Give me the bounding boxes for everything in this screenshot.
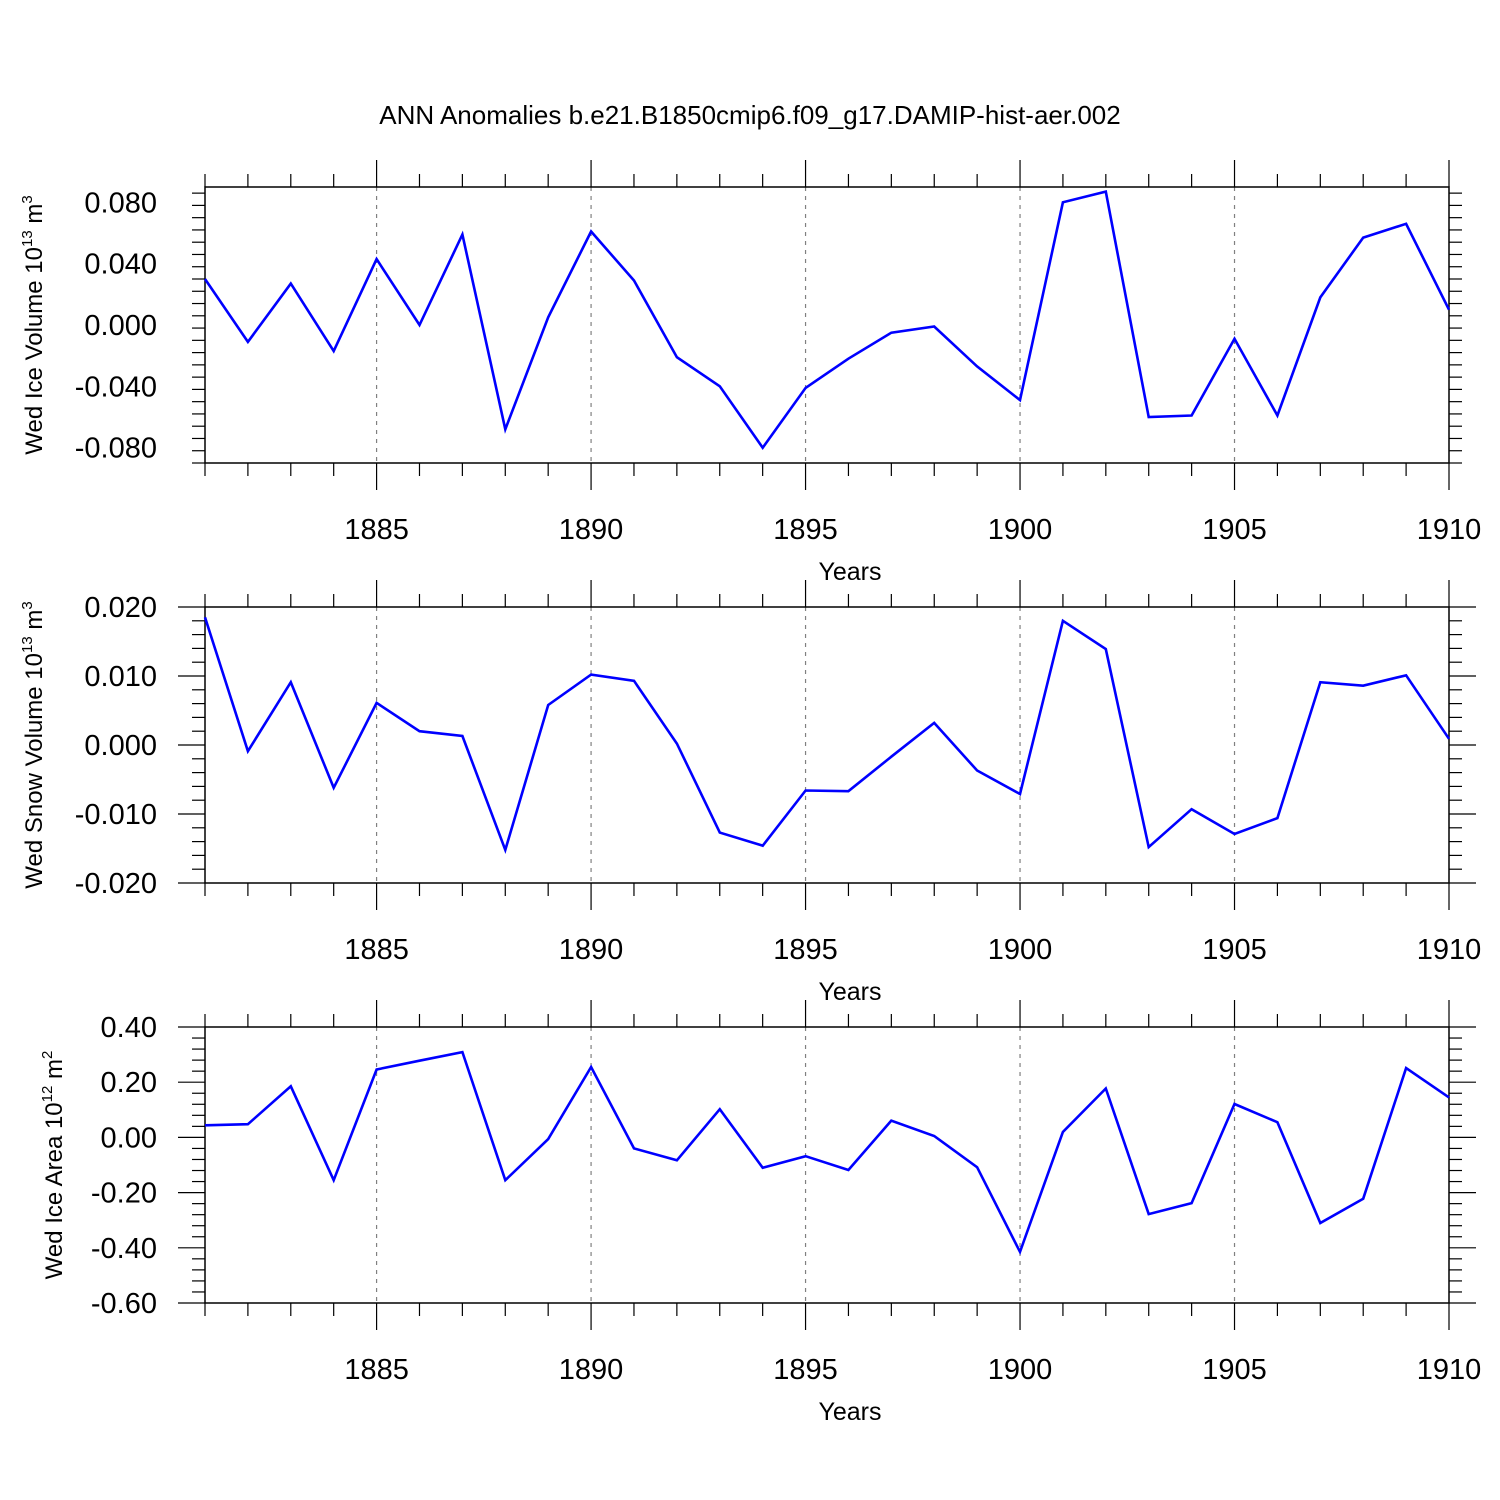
y-axis-title-part: Wed Ice Area 10 [41, 1102, 68, 1279]
y-axis-title-superscript: 13 [19, 636, 36, 653]
x-axis-title: Years [818, 558, 881, 586]
y-tick-label: 0.000 [84, 310, 157, 342]
plot-frame [204, 606, 1450, 884]
plot-frame [204, 1026, 1450, 1304]
x-tick-label: 1890 [559, 1354, 624, 1386]
series-line [203, 190, 1451, 450]
x-tick-label: 1905 [1202, 1354, 1267, 1386]
x-tick-label: 1900 [988, 1354, 1053, 1386]
x-tick-label: 1890 [559, 514, 624, 546]
x-tick-label: 1905 [1202, 934, 1267, 966]
x-axis-title: Years [818, 978, 881, 1006]
panel-1: 1885 1890 1895 1900 1905 1910 0.080 0.040 0.000 -… [19, 160, 1481, 586]
x-tick-label: 1885 [344, 934, 409, 966]
panel-2: 1885 1890 1895 1900 1905 1910 0.020 0.010 0.000 -… [19, 580, 1481, 1006]
y-axis-title-part: Wed Ice Volume 10 [21, 247, 48, 455]
chart-panels: 1885 1890 1895 1900 1905 1910 0.080 0.040 0.000 -… [19, 160, 1481, 1426]
y-tick-label: -0.040 [75, 371, 157, 403]
plot-frame [204, 186, 1450, 464]
x-tick-label: 1910 [1417, 1354, 1482, 1386]
y-tick-label: 0.010 [84, 661, 157, 693]
x-tick-label: 1885 [344, 514, 409, 546]
x-tick-label: 1885 [344, 1354, 409, 1386]
y-tick-label: -0.020 [75, 868, 157, 900]
y-axis-title: Wed Ice Volume 1013 m3 [19, 195, 48, 454]
y-axis-title-part: m [41, 1059, 68, 1086]
x-tick-label: 1895 [773, 514, 838, 546]
y-axis-title-superscript: 13 [19, 230, 36, 247]
y-tick-label: 0.20 [101, 1067, 157, 1099]
y-axis-title: Wed Snow Volume 1013 m3 [19, 601, 48, 888]
x-axis-title: Years [818, 1398, 881, 1426]
y-axis-title: Wed Ice Area 1012 m2 [39, 1051, 68, 1280]
y-axis-title-superscript: 12 [39, 1086, 56, 1103]
y-tick-label: 0.040 [84, 249, 157, 281]
x-tick-label: 1895 [773, 934, 838, 966]
y-axis-title-superscript: 3 [19, 195, 36, 203]
y-axis-title-superscript: 3 [19, 601, 36, 609]
y-tick-label: 0.080 [84, 187, 157, 219]
y-tick-label: -0.20 [91, 1178, 157, 1210]
x-tick-label: 1890 [559, 934, 624, 966]
x-tick-label: 1910 [1417, 934, 1482, 966]
y-tick-label: -0.60 [91, 1288, 157, 1320]
x-tick-label: 1905 [1202, 514, 1267, 546]
chart-title: ANN Anomalies b.e21.B1850cmip6.f09_g17.D… [379, 100, 1120, 130]
y-tick-label: 0.020 [84, 592, 157, 624]
y-tick-label: -0.010 [75, 799, 157, 831]
x-tick-label: 1900 [988, 934, 1053, 966]
y-tick-label: -0.40 [91, 1233, 157, 1265]
x-tick-label: 1900 [988, 514, 1053, 546]
y-tick-label: 0.000 [84, 730, 157, 762]
panel-3: 1885 1890 1895 1900 1905 1910 0.40 0.20 0.00 -0.2… [39, 1000, 1481, 1426]
series-line [203, 616, 1451, 854]
x-tick-label: 1895 [773, 1354, 838, 1386]
y-axis-title-part: m [21, 204, 48, 231]
x-tick-label: 1910 [1417, 514, 1482, 546]
y-axis-title-part: Wed Snow Volume 10 [21, 653, 48, 889]
series-line [204, 1050, 1450, 1256]
y-axis-title-superscript: 2 [39, 1051, 56, 1059]
y-axis-title-part: m [21, 610, 48, 637]
y-tick-label: -0.080 [75, 433, 157, 465]
y-tick-label: 0.00 [101, 1122, 157, 1154]
y-tick-label: 0.40 [101, 1012, 157, 1044]
